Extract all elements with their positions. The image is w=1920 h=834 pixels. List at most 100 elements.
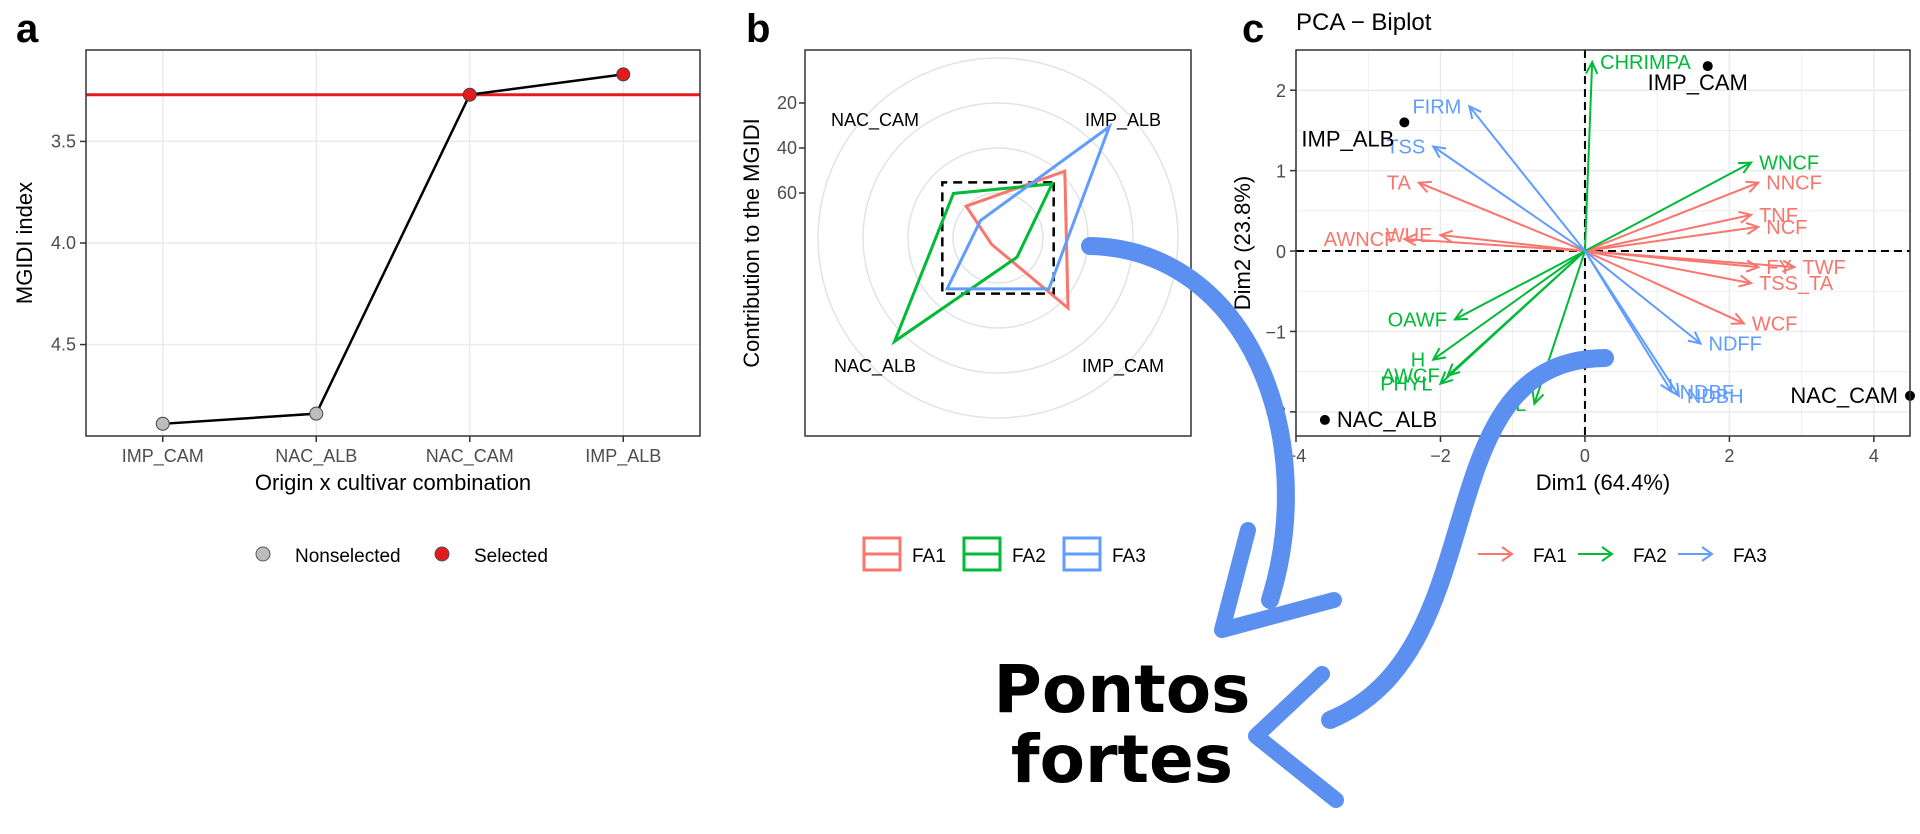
panel-c-vector: [1584, 181, 1759, 252]
panel-c-x-tick-label: 4: [1869, 446, 1879, 466]
legend-selected-marker: [434, 546, 450, 562]
panel-c-vector-head: [1781, 259, 1797, 273]
panel-b-series-fa2: [891, 182, 1055, 346]
panel-b-ring: [817, 57, 1179, 419]
legend-c-fa2-label: FA2: [1633, 546, 1667, 567]
callout-line-2: fortes: [1011, 721, 1233, 798]
panel-c-vector-head: [1467, 104, 1482, 120]
panel-letter-a: a: [16, 7, 39, 51]
panel-c-vector: [1583, 62, 1594, 252]
panel-c-vector-head: [1431, 145, 1447, 159]
panel-c-point: [1399, 117, 1410, 128]
panel-a-y-label: MGIDI index: [12, 182, 37, 304]
legend-selected-label: Selected: [474, 546, 548, 567]
panel-c-vector-label: WNCF: [1759, 153, 1819, 175]
panel-c-vector-label: TNF: [1759, 205, 1798, 227]
panel-c-vector-head: [1667, 382, 1681, 398]
panel-c-vector-head: [1730, 312, 1746, 325]
panel-a-x-tick-label: NAC_ALB: [275, 446, 357, 467]
panel-c-vector-head: [1445, 363, 1461, 378]
panel-c-vector-head: [1687, 331, 1703, 345]
legend-b-fa3: FA3: [1062, 536, 1146, 572]
panel-b-series: [891, 122, 1113, 346]
panel-a-x-ticks: IMP_CAM NAC_ALB NAC_CAM IMP_ALB: [122, 436, 661, 467]
callout-arrows: [1081, 237, 1614, 808]
panel-a-y-tick-label: 4.0: [51, 233, 76, 253]
panel-c-vector-label: AWNCF: [1324, 229, 1397, 251]
panel-c-vector-label: TSS_TA: [1759, 273, 1834, 295]
panel-a-x-tick-label: IMP_CAM: [122, 446, 204, 467]
callout-arrow-left-head: [1214, 522, 1342, 638]
panel-c-vector-label: WCF: [1752, 313, 1798, 335]
panel-b-axis-label: IMP_ALB: [1085, 110, 1161, 131]
panel-a-series-line: [162, 73, 624, 426]
panel-c-x-label: Dim1 (64.4%): [1536, 470, 1670, 495]
panel-c-point-label: IMP_ALB: [1301, 126, 1394, 151]
panel-c-vector-label: CHRIMPA: [1600, 52, 1691, 74]
panel-c-vector: [1440, 233, 1586, 253]
legend-b-fa2-label: FA2: [1012, 546, 1046, 567]
panel-c-point-label: NAC_CAM: [1790, 383, 1898, 408]
panel-c-vector: [1454, 250, 1586, 321]
panel-c-vector: [1418, 181, 1586, 252]
panel-c-vector-label: NNCF: [1766, 173, 1822, 195]
panel-b-y-label: Contribution to the MGIDI: [739, 118, 764, 367]
panel-b-radial-ticks: 20 40 60: [777, 93, 805, 203]
legend-b-fa3-label: FA3: [1112, 546, 1146, 567]
panel-b-ring: [862, 102, 1134, 374]
legend-c-fa3-label: FA3: [1733, 546, 1767, 567]
panel-a-points: [155, 67, 631, 431]
panel-c-y-tick-label: 1: [1276, 162, 1286, 182]
panel-c-vector-label: TSS: [1386, 137, 1425, 159]
panel-b-series-fa3: [944, 122, 1113, 291]
panel-letter-b: b: [746, 7, 770, 51]
panel-c-vector: [1584, 250, 1680, 397]
panel-c-points: IMP_CAM IMP_ALB NAC_CAM NAC_ALB: [1301, 61, 1915, 432]
panel-c-vector: [1584, 161, 1752, 252]
panel-c-vector-label: PHYL: [1380, 374, 1432, 396]
panel-a-x-tick-label: NAC_CAM: [426, 446, 514, 467]
panel-b-radial-tick-label: 60: [777, 183, 797, 203]
panel-b-radial-tick-label: 40: [777, 138, 797, 158]
callout-line-1: Pontos: [994, 651, 1251, 728]
panel-c-vector-head: [1738, 274, 1754, 288]
panel-c-point-label: NAC_ALB: [1337, 407, 1437, 432]
panel-c-vector-head: [1531, 390, 1545, 407]
panel-b-axis-label: NAC_CAM: [831, 110, 919, 131]
panel-a-x-label: Origin x cultivar combination: [255, 470, 531, 495]
panel-c-vector: [1439, 250, 1586, 385]
panel-c-vector: [1584, 250, 1795, 269]
panel-c-vector-label: AWCF: [1382, 366, 1440, 388]
panel-c-vector: [1584, 250, 1745, 325]
panel-b-series-fa1: [963, 169, 1070, 312]
panel-a-y-tick-label: 4.5: [51, 335, 76, 355]
panel-c-vector-head: [1402, 233, 1417, 247]
panel-c-vector-label: NDBF: [1680, 382, 1734, 404]
legend-nonselected-label: Nonselected: [295, 546, 401, 567]
panel-a-point: [155, 416, 170, 431]
panel-c-y-tick-label: −1: [1265, 322, 1286, 342]
panel-c-vector-label: TA: [1387, 173, 1412, 195]
legend-c-fa1-label: FA1: [1533, 546, 1567, 567]
panel-c-zero-lines: [1296, 50, 1910, 436]
legend-nonselected-marker: [255, 546, 271, 562]
panel-c-vector-label: WUE: [1386, 225, 1433, 247]
legend-b-fa2: FA2: [962, 536, 1046, 572]
panel-c-vector-label: L: [1515, 394, 1526, 416]
panel-c-vector: [1404, 237, 1586, 253]
panel-c-frame: [1295, 49, 1911, 437]
panel-b-axis-labels: IMP_ALB IMP_CAM NAC_ALB NAC_CAM: [831, 110, 1164, 377]
panel-a-point: [462, 87, 477, 102]
legend-c-fa3: FA3: [1678, 546, 1767, 567]
panel-c-vector: [1584, 213, 1752, 253]
panel-c-vector: [1584, 250, 1702, 345]
panel-b-axis-label: IMP_CAM: [1082, 356, 1164, 377]
panel-a-series-line: [162, 73, 624, 426]
panel-c-vector-head: [1745, 180, 1761, 193]
legend-c-fa1: FA1: [1478, 546, 1567, 567]
panel-c-vector-label: OAWF: [1388, 309, 1447, 331]
panel-a-point: [616, 67, 631, 82]
